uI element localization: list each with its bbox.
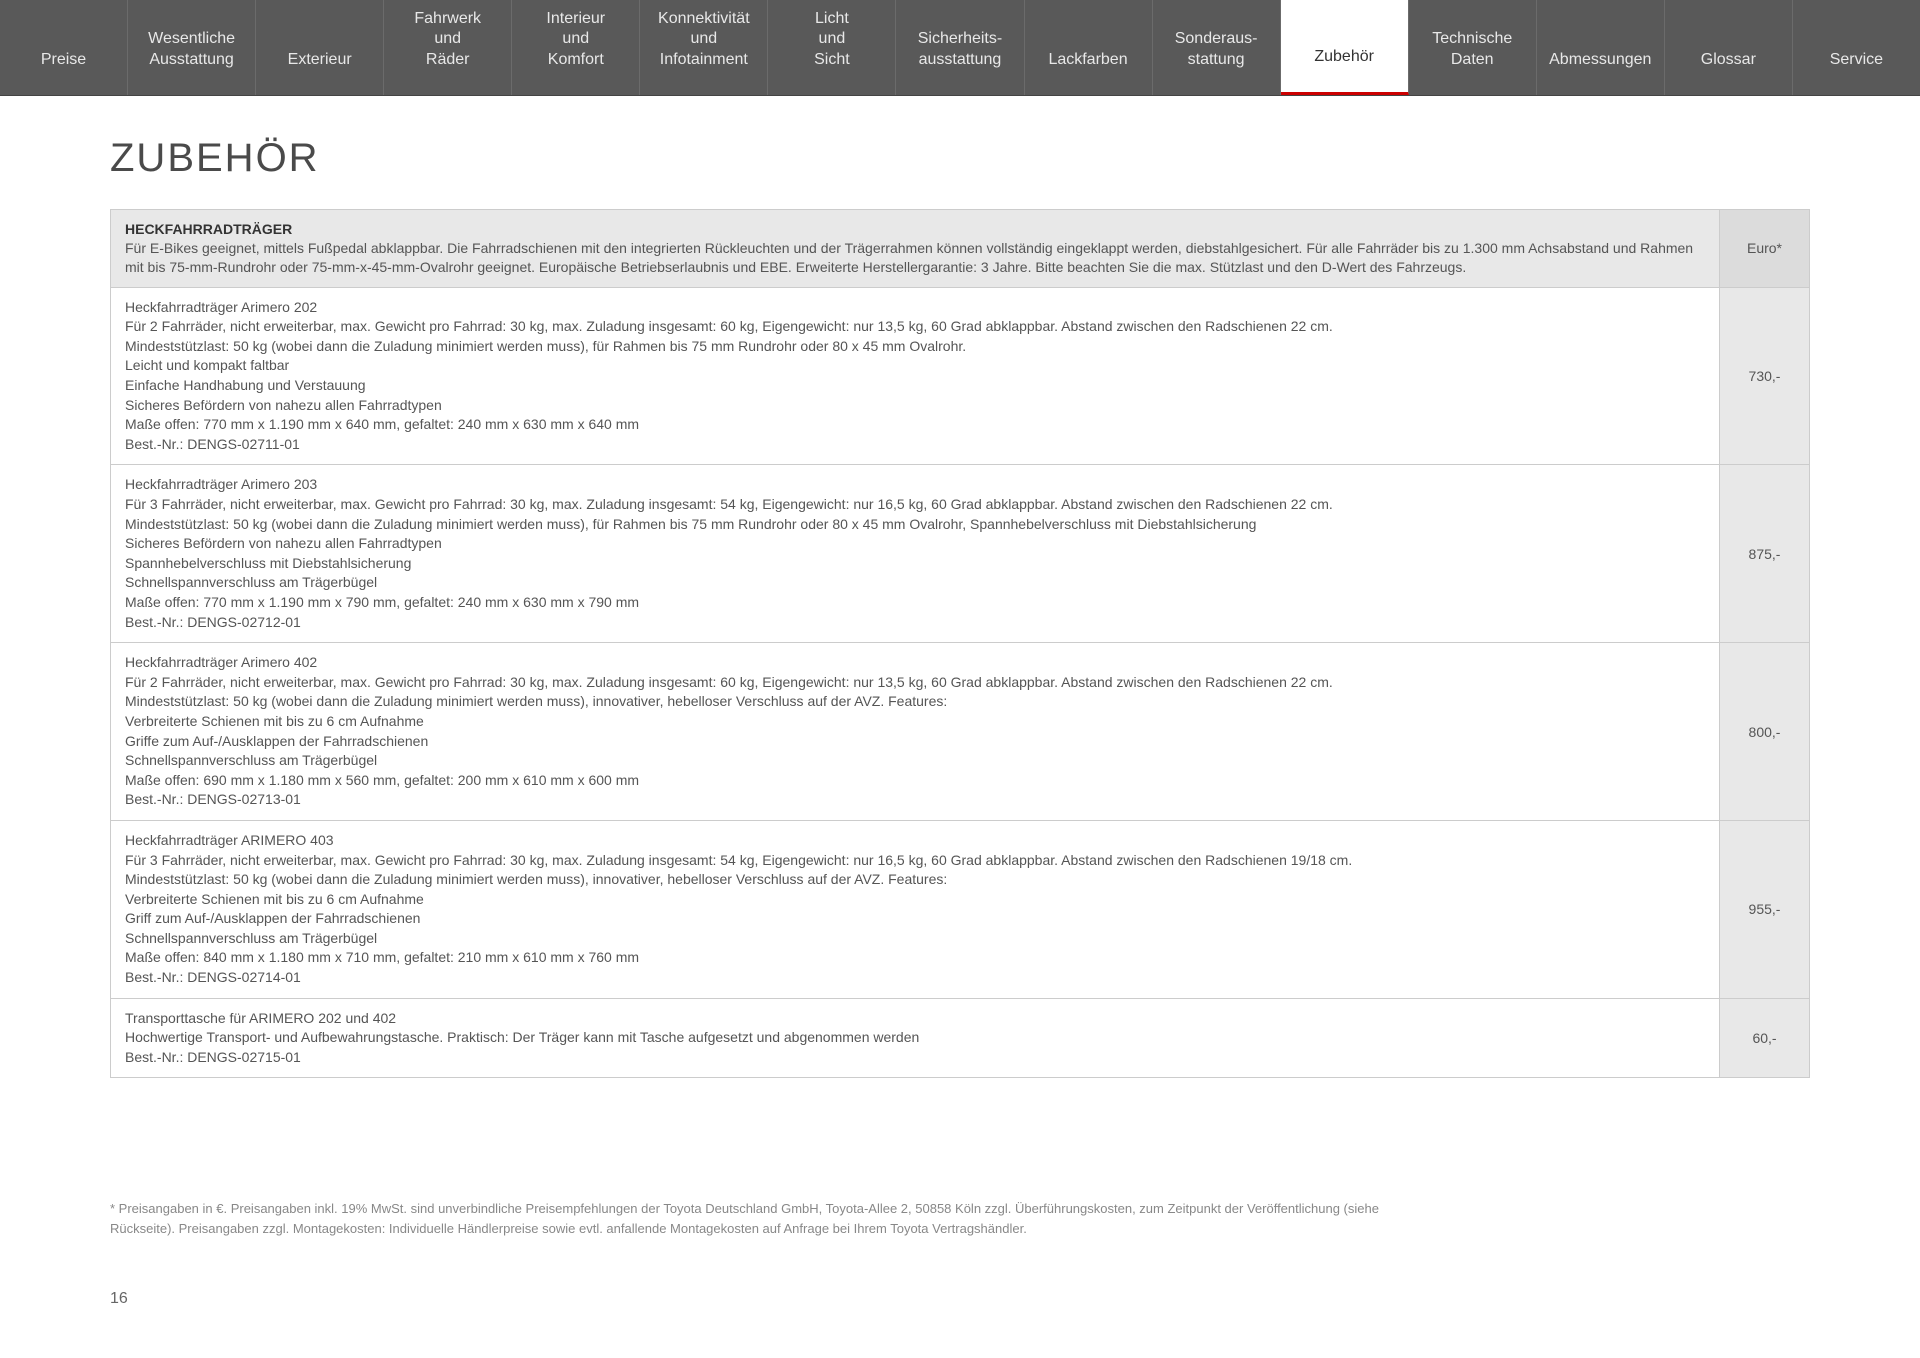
table-header-row: HECKFAHRRADTRÄGER Für E-Bikes geeignet, … <box>111 210 1809 288</box>
item-detail-line: Sicheres Befördern von nahezu allen Fahr… <box>125 396 1705 416</box>
item-detail-line: Hochwertige Transport- und Aufbewahrungs… <box>125 1028 1705 1048</box>
item-detail-line: Maße offen: 840 mm x 1.180 mm x 710 mm, … <box>125 948 1705 968</box>
item-detail-line: Maße offen: 770 mm x 1.190 mm x 790 mm, … <box>125 593 1705 613</box>
item-detail-line: Best.-Nr.: DENGS-02714-01 <box>125 968 1705 988</box>
item-detail-line: Maße offen: 770 mm x 1.190 mm x 640 mm, … <box>125 415 1705 435</box>
footnote-text: * Preisangaben in €. Preisangaben inkl. … <box>110 1199 1410 1238</box>
item-detail-line: Für 2 Fahrräder, nicht erweiterbar, max.… <box>125 673 1705 693</box>
item-detail-line: Maße offen: 690 mm x 1.180 mm x 560 mm, … <box>125 771 1705 791</box>
table-row: Heckfahrradträger ARIMERO 403Für 3 Fahrr… <box>111 821 1809 999</box>
nav-tab-licht-und-sicht[interactable]: LichtundSicht <box>768 0 896 95</box>
navigation-bar: PreiseWesentlicheAusstattungExterieurFah… <box>0 0 1920 96</box>
table-row: Heckfahrradträger Arimero 202Für 2 Fahrr… <box>111 288 1809 466</box>
item-detail-line: Sicheres Befördern von nahezu allen Fahr… <box>125 534 1705 554</box>
content-area: ZUBEHÖR HECKFAHRRADTRÄGER Für E-Bikes ge… <box>0 96 1920 1078</box>
item-detail-line: Verbreiterte Schienen mit bis zu 6 cm Au… <box>125 890 1705 910</box>
table-row: Transporttasche für ARIMERO 202 und 402H… <box>111 999 1809 1078</box>
row-price: 60,- <box>1719 999 1809 1078</box>
row-price: 730,- <box>1719 288 1809 465</box>
item-detail-line: Griff zum Auf-/Ausklappen der Fahrradsch… <box>125 909 1705 929</box>
nav-tab-glossar[interactable]: Glossar <box>1665 0 1793 95</box>
nav-tab-technische-daten[interactable]: TechnischeDaten <box>1409 0 1537 95</box>
row-description: Heckfahrradträger ARIMERO 403Für 3 Fahrr… <box>111 821 1719 998</box>
nav-tab-zubeh-r[interactable]: Zubehör <box>1281 0 1409 95</box>
item-detail-line: Best.-Nr.: DENGS-02713-01 <box>125 790 1705 810</box>
item-detail-line: Griffe zum Auf-/Ausklappen der Fahrradsc… <box>125 732 1705 752</box>
item-detail-line: Schnellspannverschluss am Trägerbügel <box>125 929 1705 949</box>
nav-tab-interieur-und-komfort[interactable]: InterieurundKomfort <box>512 0 640 95</box>
nav-tab-exterieur[interactable]: Exterieur <box>256 0 384 95</box>
item-detail-line: Mindeststützlast: 50 kg (wobei dann die … <box>125 337 1705 357</box>
nav-tab-sicherheits-ausstattung[interactable]: Sicherheits-ausstattung <box>896 0 1024 95</box>
row-price: 955,- <box>1719 821 1809 998</box>
item-title: Heckfahrradträger Arimero 203 <box>125 475 1705 495</box>
accessory-table: HECKFAHRRADTRÄGER Für E-Bikes geeignet, … <box>110 209 1810 1078</box>
row-description: Transporttasche für ARIMERO 202 und 402H… <box>111 999 1719 1078</box>
item-detail-line: Spannhebelverschluss mit Diebstahlsicher… <box>125 554 1705 574</box>
item-detail-line: Schnellspannverschluss am Trägerbügel <box>125 573 1705 593</box>
nav-tab-abmessungen[interactable]: Abmessungen <box>1537 0 1665 95</box>
item-detail-line: Schnellspannverschluss am Trägerbügel <box>125 751 1705 771</box>
nav-tab-preise[interactable]: Preise <box>0 0 128 95</box>
nav-tab-service[interactable]: Service <box>1793 0 1920 95</box>
row-description: Heckfahrradträger Arimero 203Für 3 Fahrr… <box>111 465 1719 642</box>
row-description: Heckfahrradträger Arimero 202Für 2 Fahrr… <box>111 288 1719 465</box>
row-description: Heckfahrradträger Arimero 402Für 2 Fahrr… <box>111 643 1719 820</box>
header-desc-text: Für E-Bikes geeignet, mittels Fußpedal a… <box>125 240 1693 275</box>
item-detail-line: Mindeststützlast: 50 kg (wobei dann die … <box>125 515 1705 535</box>
header-title: HECKFAHRRADTRÄGER <box>125 220 1705 239</box>
item-detail-line: Einfache Handhabung und Verstauung <box>125 376 1705 396</box>
item-detail-line: Best.-Nr.: DENGS-02712-01 <box>125 613 1705 633</box>
item-title: Heckfahrradträger ARIMERO 403 <box>125 831 1705 851</box>
item-detail-line: Für 3 Fahrräder, nicht erweiterbar, max.… <box>125 495 1705 515</box>
nav-tab-wesentliche-ausstattung[interactable]: WesentlicheAusstattung <box>128 0 256 95</box>
header-price-label: Euro* <box>1719 210 1809 287</box>
item-title: Heckfahrradträger Arimero 202 <box>125 298 1705 318</box>
row-price: 800,- <box>1719 643 1809 820</box>
item-detail-line: Mindeststützlast: 50 kg (wobei dann die … <box>125 692 1705 712</box>
item-detail-line: Best.-Nr.: DENGS-02715-01 <box>125 1048 1705 1068</box>
item-detail-line: Für 3 Fahrräder, nicht erweiterbar, max.… <box>125 851 1705 871</box>
item-detail-line: Leicht und kompakt faltbar <box>125 356 1705 376</box>
nav-tab-sonderaus-stattung[interactable]: Sonderaus-stattung <box>1153 0 1281 95</box>
item-title: Transporttasche für ARIMERO 202 und 402 <box>125 1009 1705 1029</box>
item-detail-line: Verbreiterte Schienen mit bis zu 6 cm Au… <box>125 712 1705 732</box>
table-row: Heckfahrradträger Arimero 203Für 3 Fahrr… <box>111 465 1809 643</box>
item-detail-line: Mindeststützlast: 50 kg (wobei dann die … <box>125 870 1705 890</box>
nav-tab-konnektivit-t-und-infotainment[interactable]: KonnektivitätundInfotainment <box>640 0 768 95</box>
nav-tab-fahrwerk-und-r-der[interactable]: FahrwerkundRäder <box>384 0 512 95</box>
page-title: ZUBEHÖR <box>110 136 1810 181</box>
nav-tab-lackfarben[interactable]: Lackfarben <box>1025 0 1153 95</box>
row-price: 875,- <box>1719 465 1809 642</box>
table-row: Heckfahrradträger Arimero 402Für 2 Fahrr… <box>111 643 1809 821</box>
header-description: HECKFAHRRADTRÄGER Für E-Bikes geeignet, … <box>111 210 1719 287</box>
item-detail-line: Für 2 Fahrräder, nicht erweiterbar, max.… <box>125 317 1705 337</box>
page-number: 16 <box>110 1290 128 1308</box>
item-detail-line: Best.-Nr.: DENGS-02711-01 <box>125 435 1705 455</box>
item-title: Heckfahrradträger Arimero 402 <box>125 653 1705 673</box>
